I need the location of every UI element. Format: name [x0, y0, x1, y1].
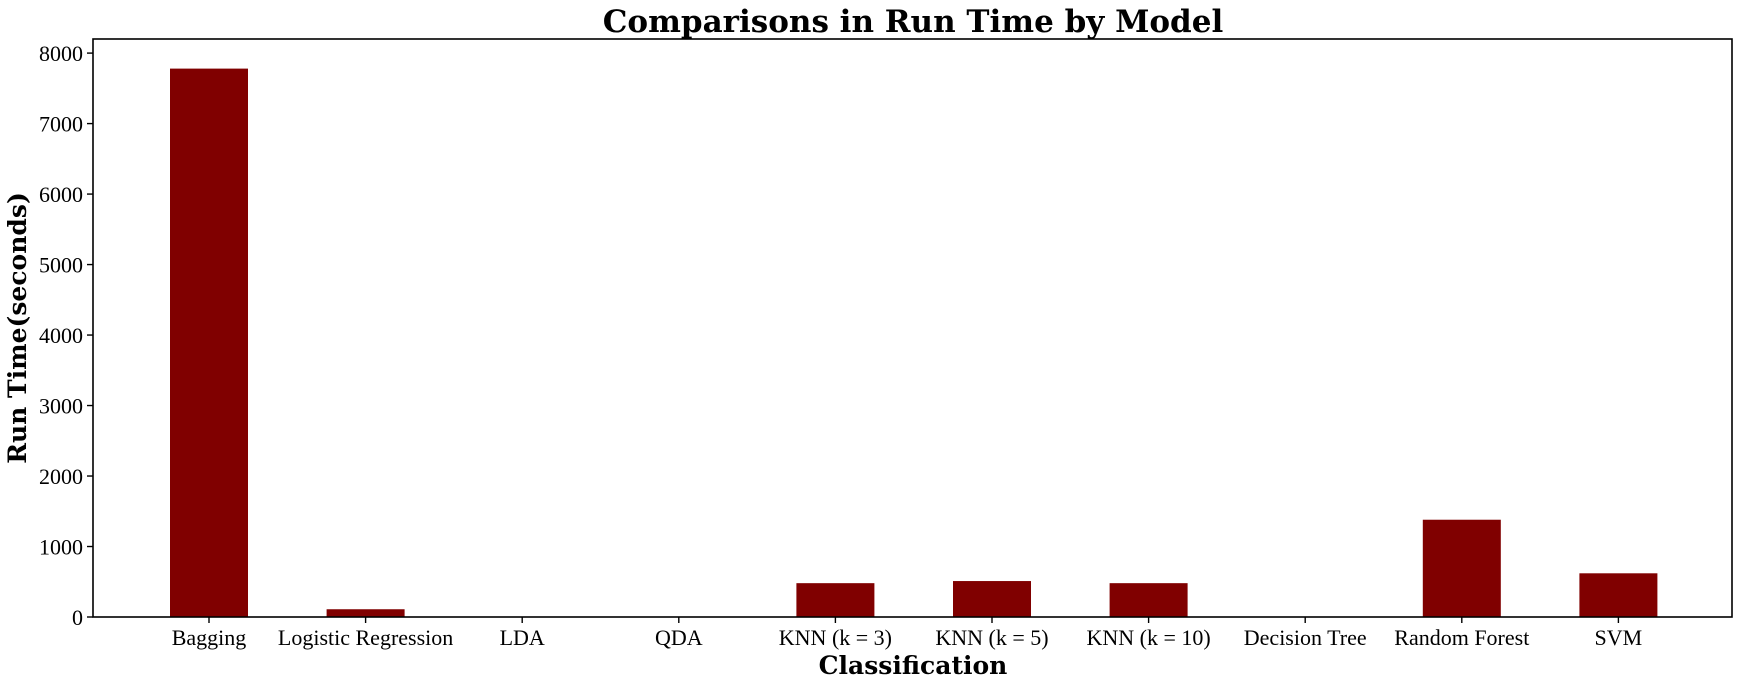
y-tick-label-0: 0	[72, 605, 83, 630]
y-axis-label: Run Time(seconds)	[3, 192, 32, 464]
x-tick-label-knn-k-5: KNN (k = 5)	[935, 625, 1048, 650]
y-tick-label-2000: 2000	[39, 464, 83, 489]
x-axis-label: Classification	[819, 651, 1008, 680]
y-axis-ticks: 0 1000 2000 3000 4000 5000 6000 7000 8000	[39, 41, 93, 630]
x-tick-label-random-forest: Random Forest	[1394, 625, 1529, 650]
bar-random-forest	[1422, 519, 1501, 617]
x-tick-label-lda: LDA	[500, 625, 545, 650]
x-tick-label-knn-k-3: KNN (k = 3)	[779, 625, 892, 650]
bar-logistic-regression	[326, 609, 405, 617]
y-tick-label-8000: 8000	[39, 41, 83, 66]
plot-frame	[92, 38, 1733, 618]
bar-knn-k-5	[953, 581, 1031, 617]
y-tick-label-3000: 3000	[39, 394, 83, 419]
x-tick-label-bagging: Bagging	[172, 625, 247, 650]
y-tick-label-6000: 6000	[39, 182, 83, 207]
x-tick-label-qda: QDA	[655, 625, 703, 650]
y-tick-label-1000: 1000	[39, 535, 83, 560]
x-tick-label-knn-k-10: KNN (k = 10)	[1086, 625, 1210, 650]
y-tick-label-4000: 4000	[39, 323, 83, 348]
bars-group	[170, 68, 1658, 618]
bar-svm	[1579, 573, 1658, 617]
bar-knn-k-10	[1109, 583, 1188, 617]
x-axis-ticks: Bagging Logistic Regression LDA QDA KNN (k =…	[172, 617, 1643, 650]
x-tick-label-svm: SVM	[1595, 625, 1643, 650]
y-tick-label-5000: 5000	[39, 253, 83, 278]
x-tick-label-decision-tree: Decision Tree	[1244, 625, 1367, 650]
y-tick-label-7000: 7000	[39, 112, 83, 137]
bar-bagging	[170, 68, 248, 618]
x-tick-label-logistic-regression: Logistic Regression	[278, 625, 453, 650]
bar-knn-k-3	[796, 583, 875, 617]
chart-title: Comparisons in Run Time by Model	[603, 4, 1223, 40]
